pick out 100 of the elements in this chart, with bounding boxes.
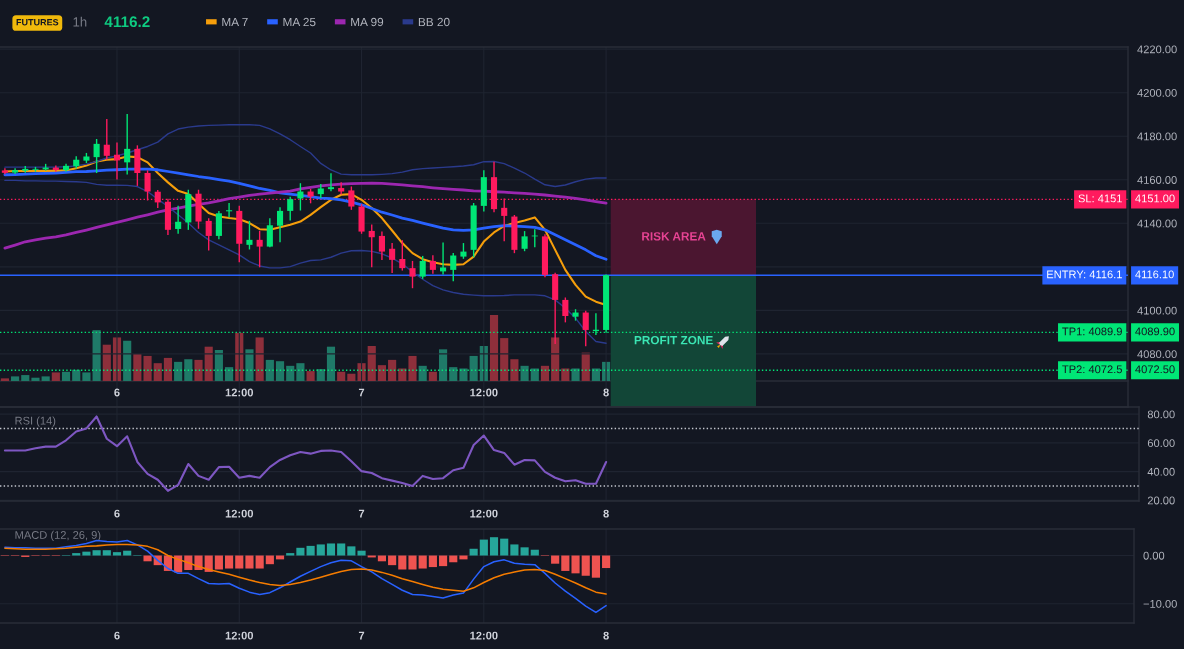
bar bbox=[540, 365, 550, 381]
bar bbox=[418, 555, 427, 569]
bar bbox=[398, 555, 407, 570]
candlestick bbox=[124, 113, 131, 175]
bar bbox=[357, 550, 366, 556]
y-tick-label: −10.00 bbox=[1143, 599, 1177, 608]
bar bbox=[326, 543, 336, 556]
bar bbox=[530, 549, 539, 556]
bar bbox=[469, 355, 478, 381]
bar bbox=[265, 555, 274, 565]
bar bbox=[255, 337, 264, 381]
bar bbox=[153, 363, 162, 381]
bar bbox=[459, 368, 468, 381]
bar bbox=[316, 369, 325, 381]
candlestick bbox=[93, 139, 100, 174]
bar bbox=[82, 551, 91, 556]
bar bbox=[296, 547, 305, 556]
candlestick bbox=[440, 242, 447, 275]
bar bbox=[214, 349, 223, 381]
candlestick bbox=[389, 243, 396, 273]
x-tick-label: 6 bbox=[114, 388, 120, 397]
candlestick bbox=[103, 119, 110, 160]
bar bbox=[500, 538, 509, 556]
bar bbox=[479, 539, 488, 556]
x-tick-label: 6 bbox=[114, 509, 120, 518]
bar bbox=[520, 547, 529, 556]
bar bbox=[449, 367, 458, 381]
candlestick bbox=[338, 182, 345, 195]
text: RSI (14) bbox=[15, 416, 56, 427]
bar bbox=[530, 368, 539, 381]
bar bbox=[438, 555, 448, 567]
candlestick bbox=[562, 297, 569, 323]
ref-line-label: 4089.90 bbox=[1135, 327, 1175, 336]
bar bbox=[438, 349, 448, 381]
chart-title: MACD (12, 26, 9) bbox=[15, 530, 101, 542]
y-tick-label: 40.00 bbox=[1147, 467, 1175, 476]
y-tick-label: 60.00 bbox=[1147, 439, 1175, 448]
bar bbox=[61, 371, 71, 381]
bar bbox=[306, 545, 315, 556]
legend-label: BB 20 bbox=[418, 17, 450, 27]
candlestick bbox=[419, 255, 426, 279]
bar bbox=[367, 346, 376, 381]
bar bbox=[0, 378, 9, 381]
bar bbox=[225, 555, 234, 569]
bar bbox=[561, 555, 570, 571]
bar bbox=[591, 368, 600, 381]
x-tick-label: 12:00 bbox=[225, 388, 254, 397]
candlestick bbox=[378, 231, 385, 260]
candlestick bbox=[287, 196, 294, 221]
y-tick-label: 80.00 bbox=[1147, 410, 1175, 419]
candlestick bbox=[399, 240, 406, 271]
candlestick bbox=[266, 218, 273, 248]
x-tick-label: 12:00 bbox=[470, 631, 498, 640]
x-tick-label: 7 bbox=[358, 509, 365, 518]
bar bbox=[388, 555, 397, 566]
y-tick-label: 4180.00 bbox=[1137, 132, 1177, 141]
candlestick bbox=[205, 218, 212, 251]
line-series bbox=[4, 124, 607, 188]
bar bbox=[326, 346, 336, 381]
bar bbox=[377, 365, 387, 381]
bar bbox=[551, 337, 560, 381]
bar bbox=[143, 555, 152, 562]
x-tick-label: 12:00 bbox=[225, 509, 254, 518]
bar bbox=[72, 553, 81, 556]
text: 1h bbox=[73, 16, 87, 27]
bar bbox=[591, 555, 600, 578]
bar bbox=[469, 548, 478, 556]
bar bbox=[408, 555, 417, 570]
candlestick bbox=[12, 168, 19, 174]
bar bbox=[51, 372, 60, 381]
bar bbox=[428, 371, 437, 381]
annotation: TP2: 4072.5 bbox=[1062, 365, 1122, 374]
bar bbox=[255, 555, 264, 569]
y-tick-label: 20.00 bbox=[1147, 496, 1175, 505]
bar bbox=[123, 340, 132, 381]
band-label: RISK AREA bbox=[642, 232, 706, 241]
candlestick bbox=[521, 231, 528, 252]
x-tick-label: 7 bbox=[358, 388, 365, 397]
y-tick-label: 4100.00 bbox=[1137, 306, 1177, 315]
line-series bbox=[3, 415, 608, 492]
ref-line-label: 4116.10 bbox=[1135, 270, 1174, 279]
y-tick-label: 0.00 bbox=[1143, 551, 1165, 560]
line-series bbox=[3, 167, 608, 261]
bar bbox=[11, 376, 20, 381]
legend-label: MA 25 bbox=[283, 17, 316, 27]
bar bbox=[265, 359, 274, 381]
ref-line-label: 4151.00 bbox=[1135, 194, 1175, 203]
candlestick bbox=[175, 205, 182, 234]
ref-line-label: 4072.50 bbox=[1135, 365, 1175, 374]
bar bbox=[102, 344, 111, 381]
line-series bbox=[4, 543, 607, 595]
x-tick-label: 8 bbox=[603, 509, 609, 518]
x-tick-label: 12:00 bbox=[470, 509, 498, 518]
x-tick-label: 8 bbox=[603, 631, 609, 640]
text: 4116.2 bbox=[104, 16, 150, 28]
bar bbox=[245, 349, 254, 381]
bar bbox=[561, 368, 570, 381]
bar bbox=[184, 359, 193, 381]
bar bbox=[41, 376, 50, 381]
bar bbox=[347, 546, 356, 556]
